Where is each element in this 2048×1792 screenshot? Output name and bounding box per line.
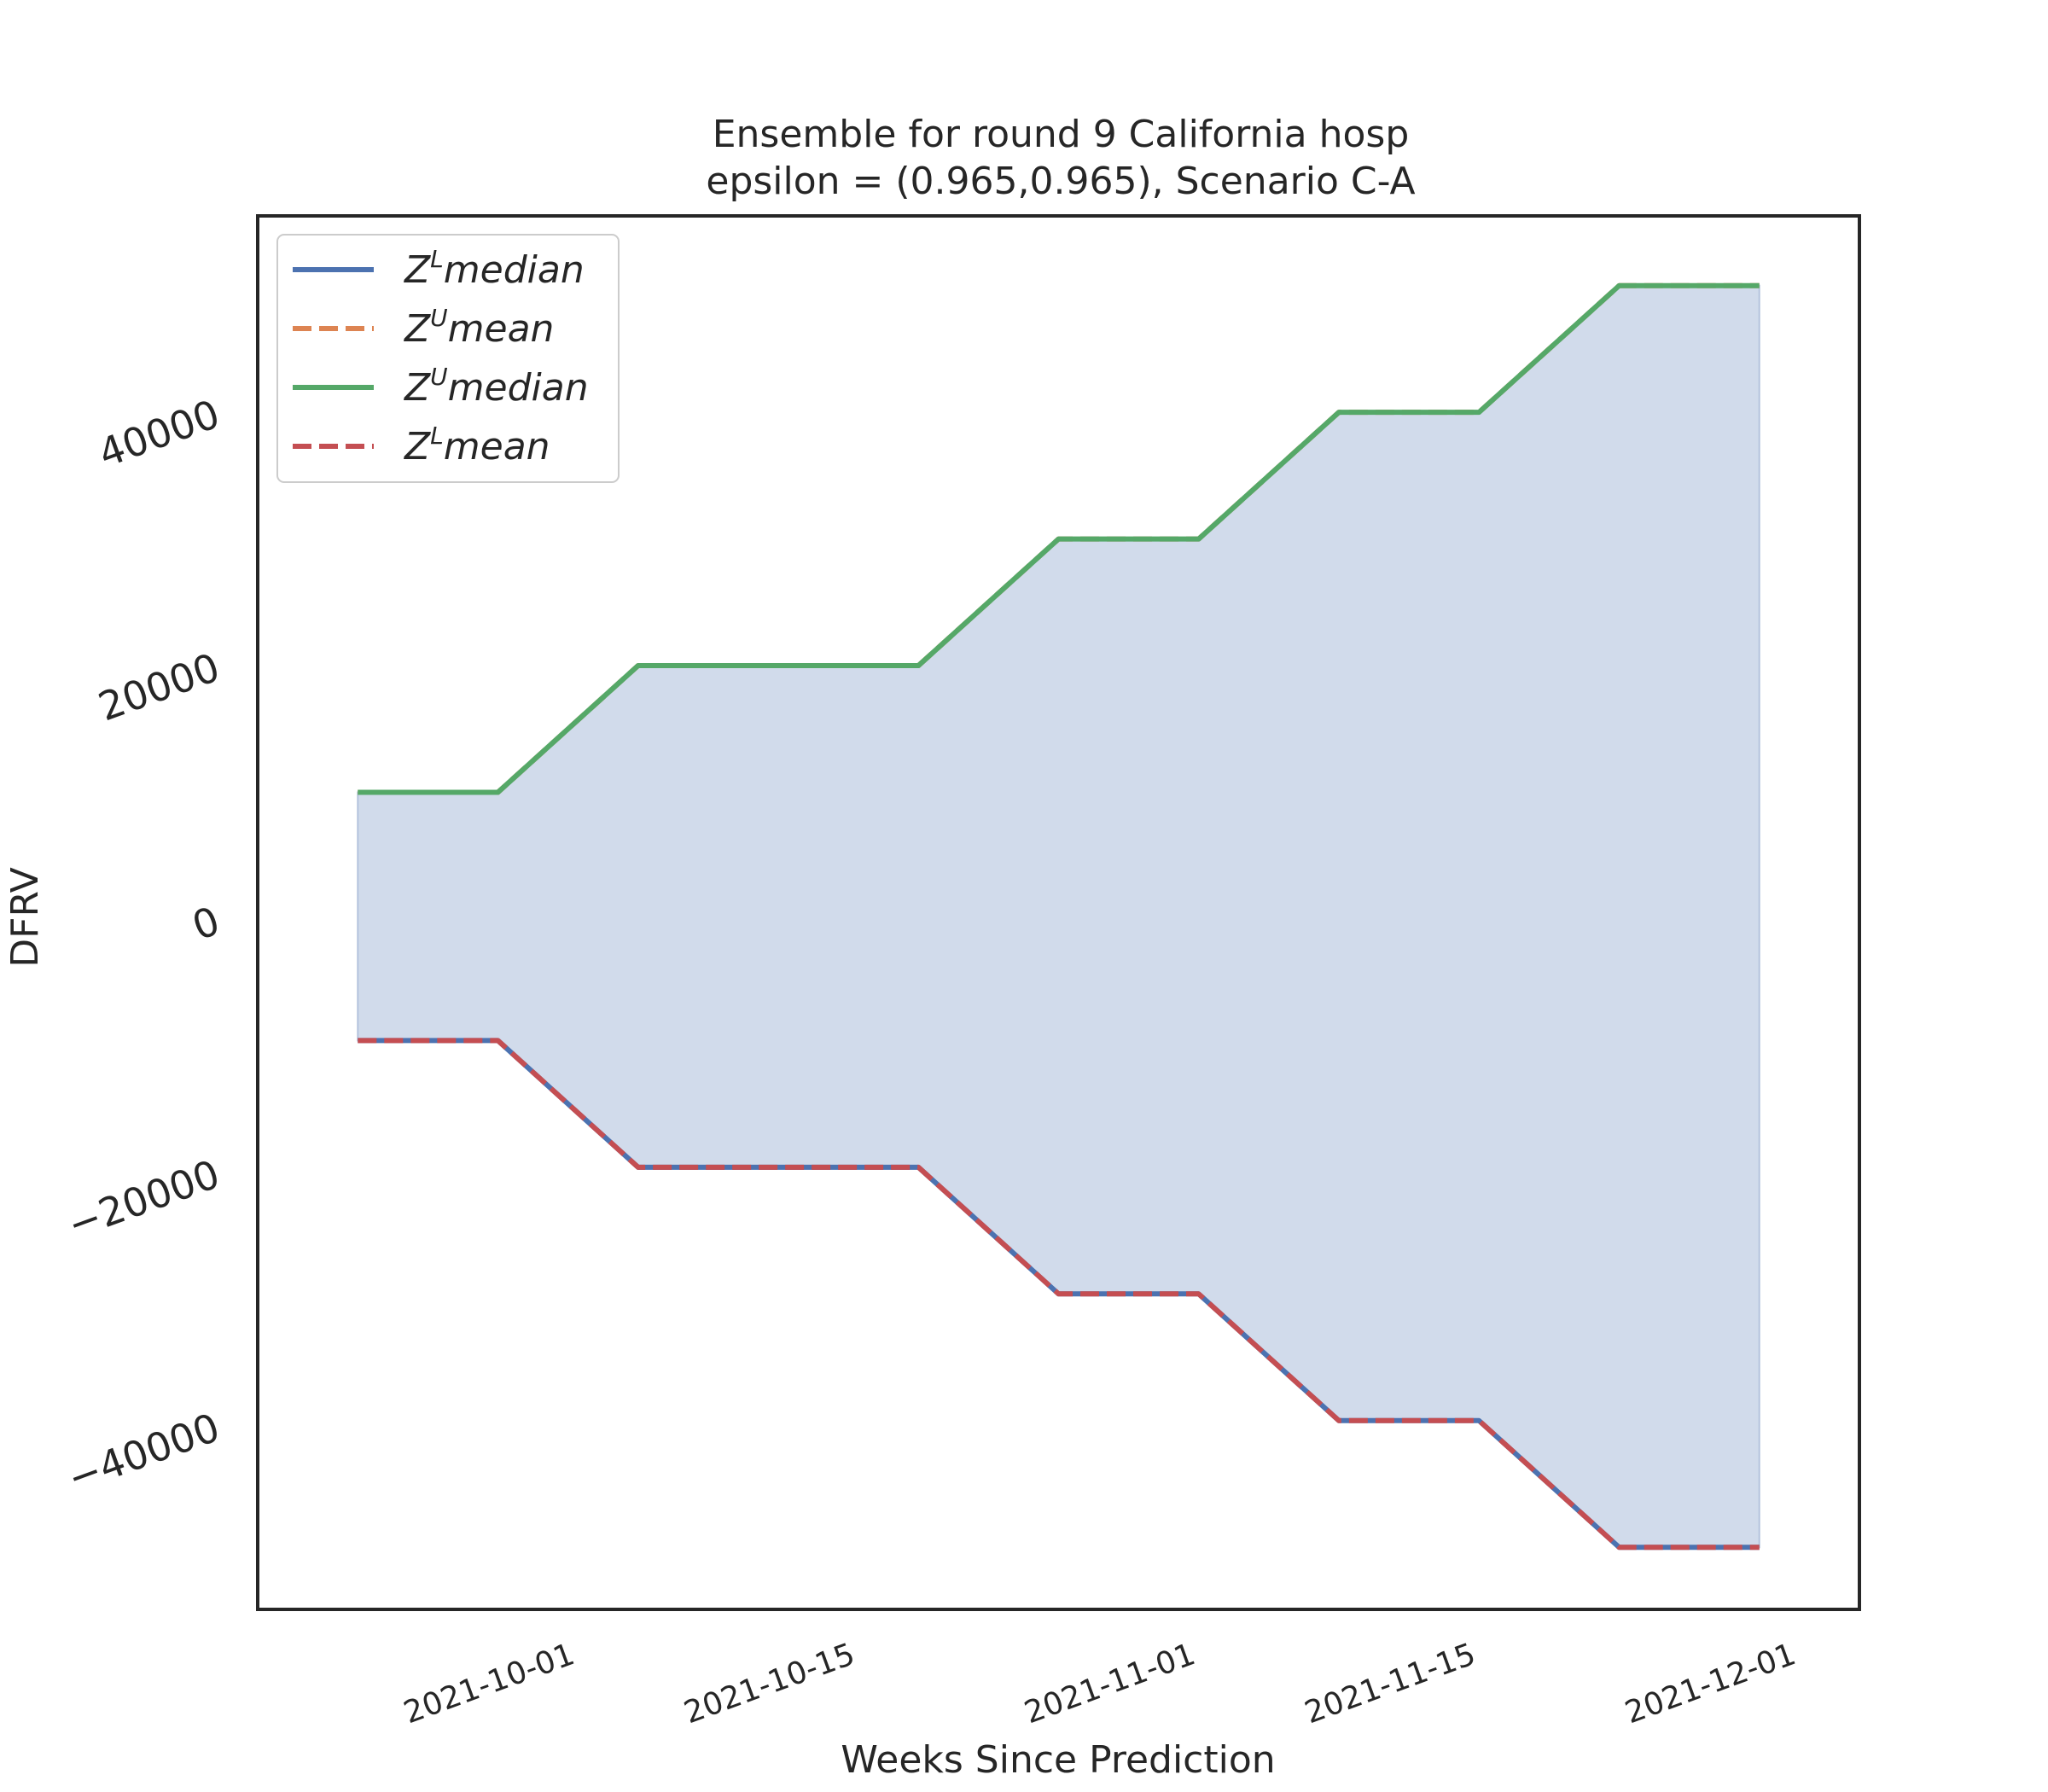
legend-label: ZLmedian — [404, 245, 585, 292]
legend-label: ZUmean — [404, 304, 554, 351]
plot-frame — [256, 214, 1861, 1611]
x-tick-label: 2021-12-01 — [1620, 1637, 1801, 1731]
y-tick-label: 20000 — [92, 644, 225, 730]
x-axis-label: Weeks Since Prediction — [841, 1738, 1275, 1782]
series-line-ZU-median — [358, 282, 1760, 795]
legend-box — [276, 234, 620, 483]
legend: ZLmedian ZUmean ZUmedian ZLmean — [276, 234, 620, 483]
y-tick-label: −40000 — [61, 1404, 225, 1501]
x-axis-ticks: 2021-10-01 2021-10-15 2021-11-01 2021-11-15… — [399, 1637, 1801, 1731]
chart-title-line-1: Ensemble for round 9 California hosp — [713, 113, 1410, 156]
x-tick-label: 2021-11-15 — [1300, 1637, 1481, 1731]
series-line-ZL-mean — [358, 1038, 1760, 1551]
chart-title-line-2: epsilon = (0.965,0.965), Scenario C-A — [706, 160, 1415, 203]
plot-area — [357, 282, 1760, 1551]
x-tick-label: 2021-11-01 — [1020, 1637, 1200, 1731]
legend-label: ZLmean — [404, 422, 550, 468]
y-axis-ticks: −40000 −20000 0 20000 40000 — [61, 391, 225, 1502]
legend-label: ZUmedian — [404, 363, 589, 410]
y-tick-label: 40000 — [92, 391, 225, 477]
x-tick-label: 2021-10-15 — [679, 1637, 859, 1731]
y-tick-label: −20000 — [61, 1150, 225, 1248]
x-tick-label: 2021-10-01 — [399, 1637, 579, 1731]
y-axis-label: DFRV — [3, 867, 47, 967]
y-tick-label: 0 — [186, 898, 225, 950]
